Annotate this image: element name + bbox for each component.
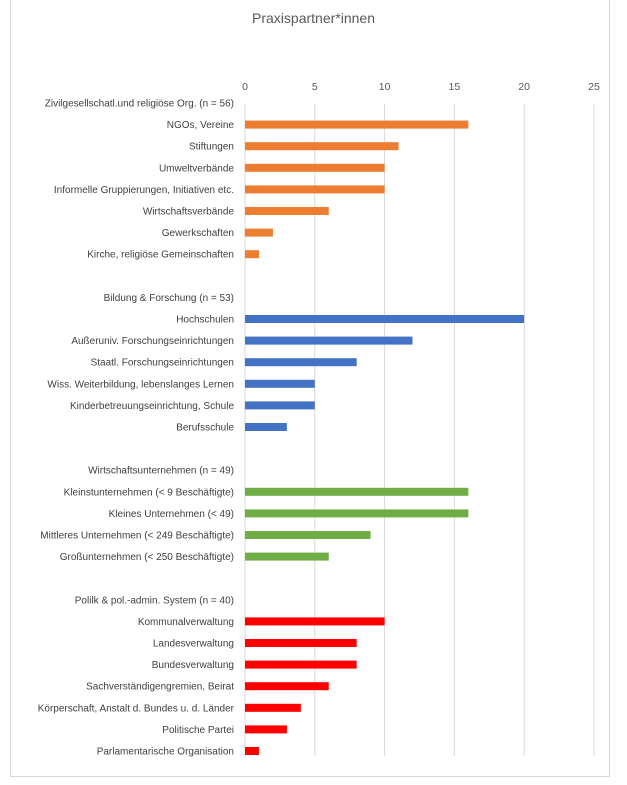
category-label: Außeruniv. Forschungseinrichtungen xyxy=(71,336,234,347)
category-label: Gewerkschaften xyxy=(162,228,234,239)
bar xyxy=(245,639,357,647)
category-label: Bundesverwaltung xyxy=(152,660,234,671)
x-tick-label: 15 xyxy=(449,81,461,93)
bar xyxy=(245,120,469,129)
bar xyxy=(245,531,371,539)
category-label: NGOs, Vereine xyxy=(167,120,235,131)
bar xyxy=(245,315,525,323)
category-label: Wirtschaftsverbände xyxy=(143,207,235,218)
group-label: Wirtschaftsunternehmen (n = 49) xyxy=(88,466,234,477)
bar xyxy=(245,185,385,194)
bar xyxy=(245,207,329,215)
x-tick-label: 10 xyxy=(379,81,391,93)
bar xyxy=(245,163,385,172)
bar xyxy=(245,725,287,734)
bar xyxy=(245,747,259,755)
category-label: Hochschulen xyxy=(176,315,234,326)
bar xyxy=(245,250,259,259)
category-label: Informelle Gruppierungen, Initiativen et… xyxy=(54,185,234,196)
category-label: Körperschaft, Anstalt d. Bundes u. d. Lä… xyxy=(38,703,235,714)
chart-title: Praxispartner*innen xyxy=(252,10,375,26)
x-tick-label: 0 xyxy=(242,81,248,93)
category-label: Parlamentarische Organisation xyxy=(97,747,234,758)
category-label: Großunternehmen (< 250 Beschäftigte) xyxy=(60,552,234,563)
category-label: Kleinstunternehmen (< 9 Beschäftigte) xyxy=(64,487,234,498)
bar xyxy=(245,358,357,367)
group-label: Zivilgesellschatl.und religiöse Org. (n … xyxy=(45,99,234,110)
bar xyxy=(245,703,301,712)
bar xyxy=(245,401,315,410)
category-label: Landesverwaltung xyxy=(153,639,234,650)
category-label: Stiftungen xyxy=(189,142,234,153)
x-tick-label: 20 xyxy=(518,81,530,93)
bar xyxy=(245,142,399,151)
category-label: Kirche, religiöse Gemeinschaften xyxy=(87,250,234,261)
chart-frame xyxy=(10,0,610,777)
category-label: Mittleres Unternehmen (< 249 Beschäftigt… xyxy=(40,531,234,542)
category-label: Staatl. Forschungseinrichtungen xyxy=(91,358,234,369)
bar xyxy=(245,379,315,388)
bar xyxy=(245,423,287,431)
x-tick-label: 25 xyxy=(588,81,600,93)
bar xyxy=(245,509,469,518)
category-label: Kinderbetreuungseinrichtung, Schule xyxy=(70,401,234,412)
bar xyxy=(245,682,329,691)
category-label: Umweltverbände xyxy=(159,163,234,174)
bar xyxy=(245,552,329,561)
x-tick-label: 5 xyxy=(312,81,318,93)
category-label: Berufsschule xyxy=(176,423,234,434)
bar xyxy=(245,228,273,237)
bar xyxy=(245,487,469,496)
category-label: Wiss. Weiterbildung, lebenslanges Lernen xyxy=(47,379,234,390)
bar xyxy=(245,617,385,626)
category-label: Politische Partei xyxy=(162,725,234,736)
category-label: Kommunalverwaltung xyxy=(138,617,234,628)
group-label: Bildung & Forschung (n = 53) xyxy=(104,293,234,304)
bar xyxy=(245,660,357,669)
category-label: Sachverständigengremien, Beirat xyxy=(86,682,234,693)
category-label: Kleines Unternehmen (< 49) xyxy=(109,509,234,520)
group-label: Polilk & pol.-admin. System (n = 40) xyxy=(75,595,234,606)
bar xyxy=(245,336,413,345)
